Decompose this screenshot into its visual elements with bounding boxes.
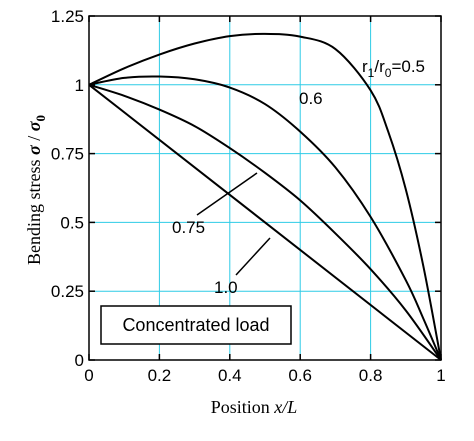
curve-label-1-0: 1.0	[214, 278, 238, 297]
y-tick-label: 1.25	[51, 7, 84, 26]
y-axis-label-sub0: 0	[33, 115, 48, 122]
y-axis-label-sigma0: σ	[24, 120, 44, 131]
curve-label-mid: /r	[374, 57, 385, 76]
annotation-box-frame	[100, 305, 292, 345]
x-tick-label: 0.2	[148, 366, 172, 385]
x-axis-label: Position x/L	[211, 397, 298, 417]
leader-line-1-0	[235, 237, 271, 276]
x-axis-label-prefix: Position	[211, 397, 275, 417]
series-r-0-6-line	[88, 75, 442, 361]
leader-line-0-75	[196, 172, 258, 216]
y-tick-label: 1	[75, 76, 84, 95]
curve-label-r: r	[362, 57, 368, 76]
y-tick-label: 0.5	[60, 213, 84, 232]
y-tick-label: 0	[75, 351, 84, 370]
y-axis-label-prefix: Bending stress	[24, 155, 44, 265]
y-axis-label-slash: /	[24, 131, 44, 145]
curve-labels: r1/r0=0.5 0.6 0.75 1.0	[172, 57, 425, 297]
curve-label-sub0: 0	[385, 66, 392, 80]
curve-label-sub1: 1	[368, 66, 375, 80]
y-axis-label: Bending stress σ / σ0	[24, 115, 48, 265]
series-r-0-75-line	[88, 83, 442, 361]
x-tick-label: 0.8	[359, 366, 383, 385]
series-r-1-0-line	[88, 84, 442, 361]
x-axis-label-var: x/L	[273, 397, 297, 417]
curve-label-0-75: 0.75	[172, 218, 205, 237]
curve-label-0-6: 0.6	[299, 89, 323, 108]
y-tick-label: 0.75	[51, 145, 84, 164]
y-axis-label-sigma: σ	[24, 144, 44, 155]
annotation-box-text: Concentrated load	[122, 315, 269, 335]
series-r-0-5-line	[88, 32, 442, 361]
plot-frame	[88, 15, 442, 361]
x-tick-label: 0	[84, 366, 93, 385]
curve-label-eq: =0.5	[391, 57, 425, 76]
x-tick-label: 0.6	[288, 366, 312, 385]
x-tick-label: 0.4	[218, 366, 242, 385]
curve-label-r-0-5: r1/r0=0.5	[362, 57, 425, 80]
y-tick-label: 0.25	[51, 282, 84, 301]
annotation-box: Concentrated load	[100, 305, 292, 345]
x-tick-label: 1	[436, 366, 445, 385]
series-lines	[88, 32, 442, 361]
